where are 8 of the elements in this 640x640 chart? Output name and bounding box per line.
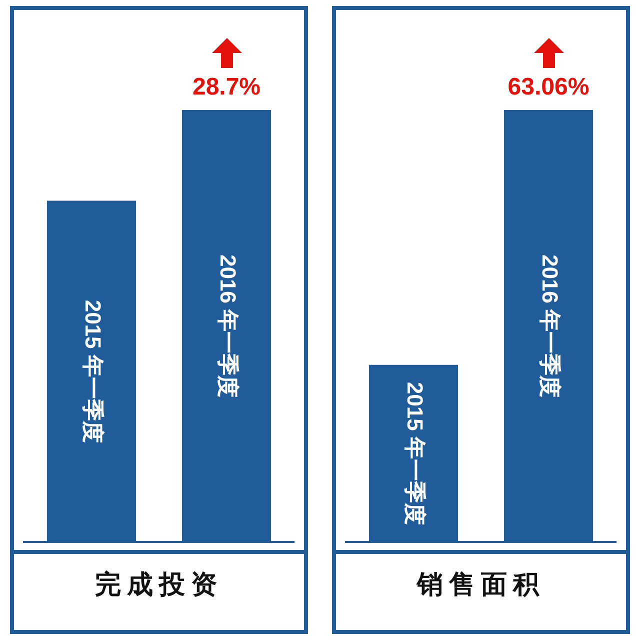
x-tick-label: 2015 年一季度	[80, 300, 106, 443]
annotation: 63.06%	[508, 74, 590, 101]
text: 完成投资	[14, 550, 304, 614]
x-tick-label: 2015 年一季度	[402, 382, 428, 525]
x-tick-label: 2016 年一季度	[215, 254, 240, 398]
annotation: 28.7%	[192, 74, 261, 101]
text: 销售面积	[336, 550, 626, 614]
x-tick-label: 2016 年一季度	[537, 254, 562, 398]
